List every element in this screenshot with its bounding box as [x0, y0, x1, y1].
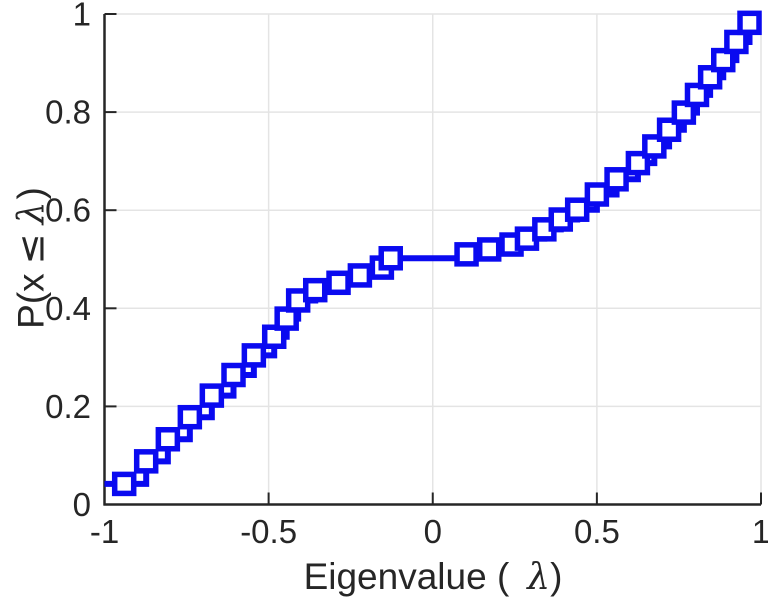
y-tick-label: 0.2 [45, 388, 91, 425]
data-point-marker [604, 167, 629, 192]
data-point-marker [737, 10, 762, 36]
lambda-symbol: λ [11, 201, 53, 225]
data-point-marker [241, 343, 267, 368]
data-point-marker [684, 82, 710, 108]
data-point-marker [378, 246, 403, 271]
y-axis-label-close: ) [10, 187, 52, 200]
data-point-marker [454, 242, 479, 267]
y-tick-label: 0.4 [45, 290, 91, 327]
y-tick-label: 1 [73, 0, 91, 33]
data-point-marker [584, 182, 610, 207]
data-point-marker [302, 277, 328, 303]
y-tick-label: 0 [73, 486, 91, 523]
data-point-marker [711, 47, 736, 73]
x-axis-label-close: ) [550, 556, 563, 597]
data-point-marker [656, 117, 682, 143]
x-tick-label: -0.5 [240, 513, 297, 550]
data-point-marker [671, 100, 697, 125]
x-tick-label: 1 [752, 513, 768, 550]
lambda-symbol: λ [527, 557, 551, 598]
x-tick-label: -1 [90, 513, 119, 550]
data-point-marker [347, 263, 373, 288]
data-point-marker [476, 237, 502, 262]
data-point-marker [261, 324, 287, 349]
x-tick-label: 0 [424, 513, 442, 550]
data-point-marker [133, 449, 159, 474]
data-point-marker [221, 362, 246, 388]
data-point-marker [564, 197, 590, 222]
data-point-marker [155, 427, 181, 452]
x-axis-label-text: Eigenvalue ( [303, 556, 510, 597]
data-point-marker [177, 404, 203, 430]
data-point-marker [111, 471, 137, 497]
y-tick-label: 0.6 [45, 192, 91, 229]
y-axis-label: P(x ≤ λ) [10, 187, 53, 329]
data-point-marker [724, 29, 749, 55]
y-tick-label: 0.8 [45, 94, 91, 131]
data-point-marker [326, 270, 351, 296]
x-tick-label: 0.5 [574, 513, 620, 550]
x-axis-label: Eigenvalue ( λ) [304, 556, 563, 598]
data-point-marker [199, 383, 225, 408]
y-axis-label-text: P(x [10, 273, 52, 329]
data-point-marker [697, 65, 723, 90]
leq-symbol: ≤ [9, 233, 53, 265]
